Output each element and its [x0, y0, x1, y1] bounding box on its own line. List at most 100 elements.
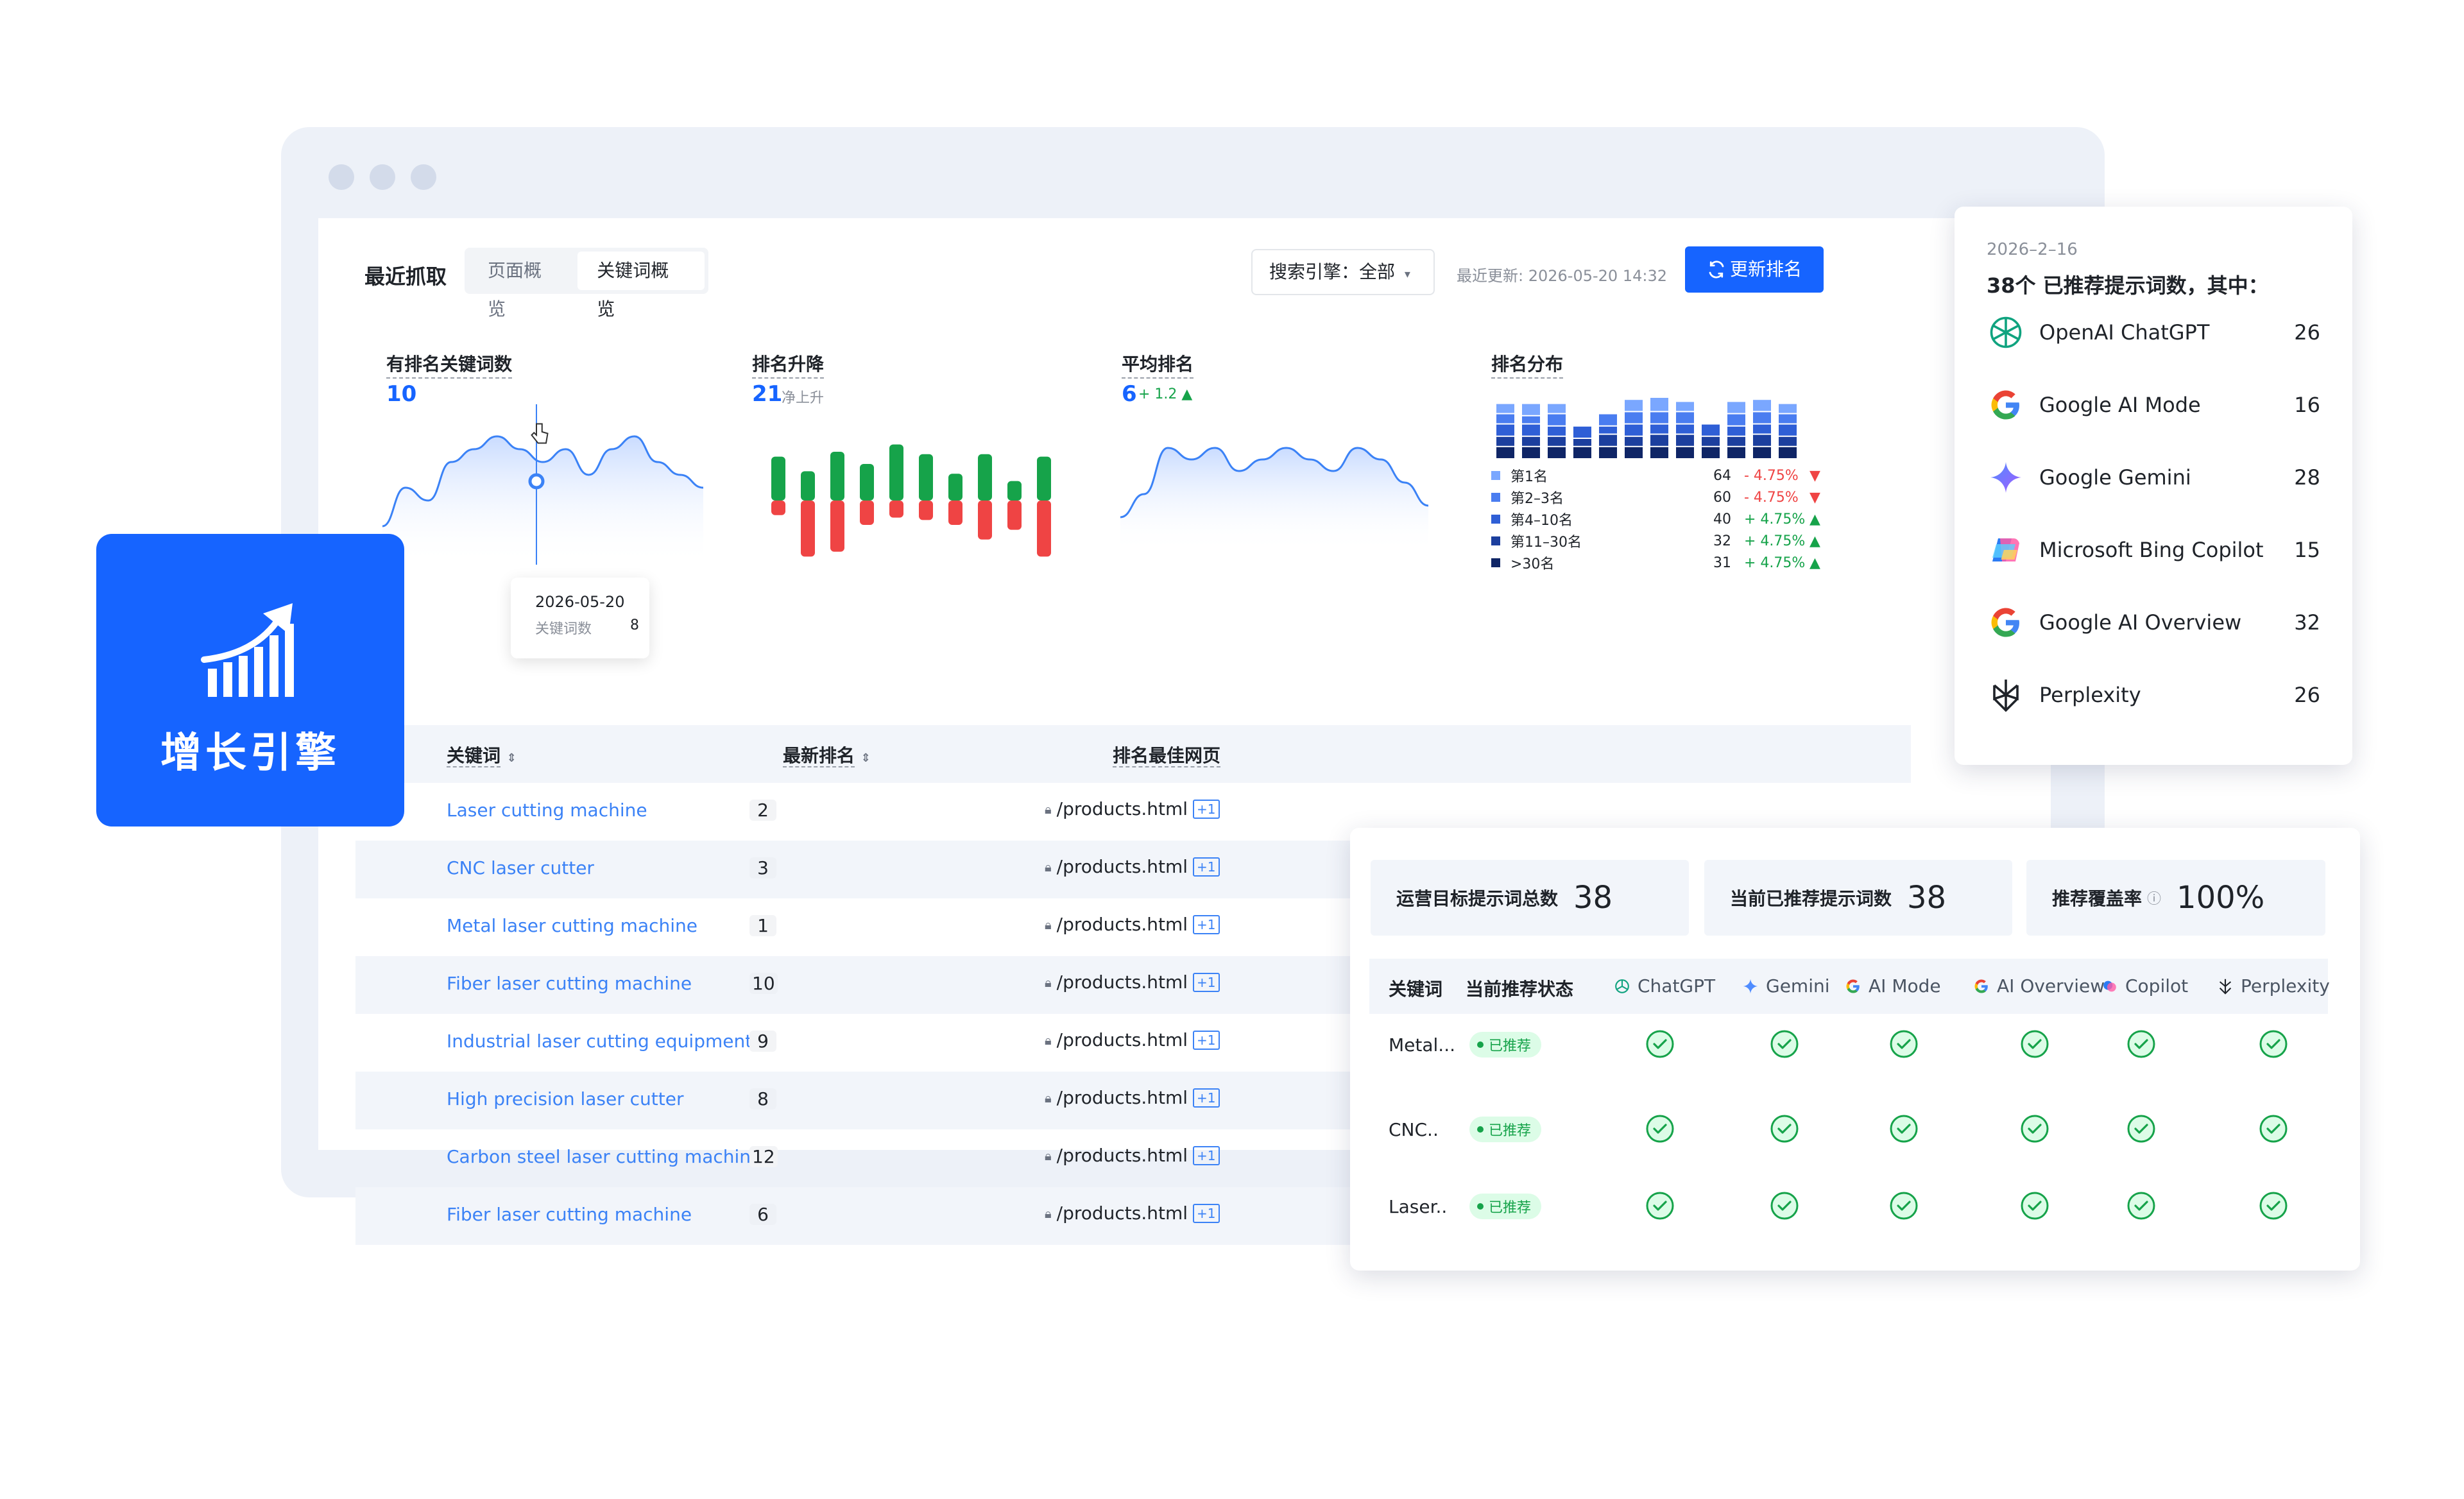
table-row[interactable]: Laser cutting machine 2 🔒︎/products.html +1: [355, 783, 1911, 841]
col-keyword[interactable]: 关键词 ⇕: [447, 742, 517, 767]
distribution-chart: [1496, 398, 1797, 458]
col-latest-rank[interactable]: 最新排名 ⇕: [783, 742, 871, 767]
keyword-link[interactable]: Carbon steel laser cutting machine: [447, 1146, 762, 1167]
rank-down-bar: [889, 501, 903, 518]
more-pages-badge[interactable]: +1: [1193, 799, 1220, 819]
triangle-down-icon: ▼: [1810, 489, 1820, 506]
avg-rank-chart: [1120, 447, 1428, 552]
coverage-col-header: 关键词: [1389, 975, 1442, 1001]
info-icon[interactable]: ⓘ: [2147, 891, 2162, 907]
page-url: /products.html: [1056, 914, 1188, 935]
rank-number: 10: [749, 973, 778, 994]
page-url: /products.html: [1056, 1029, 1188, 1050]
distribution-segment: [1625, 447, 1643, 458]
rank-value: 2: [749, 800, 776, 821]
chatgpt-icon: [1987, 313, 2025, 352]
coverage-col-label: 关键词: [1389, 979, 1443, 1000]
table-row[interactable]: Industrial laser cutting equipment 9 🔒︎/pr…: [355, 1014, 1911, 1072]
keyword-link[interactable]: Industrial laser cutting equipment: [447, 1031, 753, 1052]
stat-coverage-rate: 推荐覆盖率 ⓘ 100%: [2026, 860, 2325, 936]
keyword-link[interactable]: Fiber laser cutting machine: [447, 973, 692, 994]
engine-row[interactable]: Google Gemini 28: [1987, 458, 2320, 497]
distribution-segment: [1522, 447, 1540, 458]
refresh-rank-button[interactable]: 更新排名: [1685, 246, 1824, 293]
engine-count: 28: [2294, 465, 2320, 490]
best-page[interactable]: 🔒︎/products.html +1: [1045, 972, 1220, 993]
keyword-link[interactable]: CNC laser cutter: [447, 857, 594, 878]
rank-up-bar: [860, 464, 874, 501]
distribution-segment: [1573, 439, 1591, 446]
coverage-keyword[interactable]: CNC..: [1389, 1119, 1439, 1140]
lock-icon: 🔒︎: [1045, 916, 1052, 932]
rank-up-bar: [801, 471, 815, 501]
distribution-segment: [1625, 424, 1643, 436]
col-best-page: 排名最佳网页: [1113, 742, 1221, 767]
keyword-link[interactable]: High precision laser cutter: [447, 1088, 684, 1109]
lock-icon: 🔒︎: [1045, 1205, 1052, 1221]
coverage-col-header: Gemini: [1741, 975, 1830, 997]
engine-name: Google AI Mode: [2039, 393, 2201, 417]
engine-row[interactable]: Microsoft Bing Copilot 15: [1987, 531, 2320, 569]
coverage-keyword[interactable]: Metal...: [1389, 1034, 1456, 1056]
table-row[interactable]: Metal laser cutting machine 1 🔒︎/products.…: [355, 898, 1911, 956]
best-page[interactable]: 🔒︎/products.html +1: [1045, 1203, 1220, 1224]
keyword-link[interactable]: Metal laser cutting machine: [447, 915, 697, 936]
kpi-distribution-title: 排名分布: [1491, 350, 1564, 379]
more-pages-badge[interactable]: +1: [1193, 1088, 1220, 1108]
engine-count: 32: [2294, 610, 2320, 635]
col-best-page-label: 排名最佳网页: [1113, 745, 1221, 767]
rank-change-chart: [771, 444, 1051, 557]
tab-keyword-overview[interactable]: 关键词概览: [578, 252, 705, 320]
best-page[interactable]: 🔒︎/products.html +1: [1045, 1029, 1220, 1050]
check-circle-icon: [2020, 1191, 2049, 1223]
more-pages-badge[interactable]: +1: [1193, 1030, 1220, 1050]
perplexity-icon: [2216, 977, 2234, 995]
window-dot[interactable]: [329, 164, 354, 190]
tooltip-label: 关键词数: [535, 621, 592, 637]
distribution-segment: [1496, 404, 1514, 413]
window-dot[interactable]: [411, 164, 436, 190]
engine-count: 15: [2294, 538, 2320, 562]
distribution-segment: [1676, 434, 1694, 446]
engine-count: 16: [2294, 393, 2320, 417]
engine-row[interactable]: Google AI Overview 32: [1987, 603, 2320, 642]
window-dot[interactable]: [370, 164, 395, 190]
legend-count: 60: [1713, 489, 1731, 506]
tab-page-overview[interactable]: 页面概览: [488, 260, 542, 320]
growth-engine-card[interactable]: 增长引擎: [96, 534, 404, 827]
legend-delta: + 4.75%: [1744, 554, 1806, 571]
more-pages-badge[interactable]: +1: [1193, 1203, 1220, 1223]
distribution-segment: [1650, 447, 1668, 458]
legend-delta: - 4.75%: [1744, 467, 1799, 484]
more-pages-badge[interactable]: +1: [1193, 1145, 1220, 1165]
search-engine-select[interactable]: 搜索引擎：全部 ▾: [1251, 249, 1435, 295]
best-page[interactable]: 🔒︎/products.html +1: [1045, 798, 1220, 819]
table-row[interactable]: Carbon steel laser cutting machine 12 🔒︎/p…: [355, 1129, 1911, 1187]
engine-row[interactable]: Google AI Mode 16: [1987, 386, 2320, 424]
sort-icon[interactable]: ⇕: [506, 751, 517, 765]
rank-number: 9: [749, 1031, 776, 1052]
engine-row[interactable]: Perplexity 26: [1987, 676, 2320, 714]
best-page[interactable]: 🔒︎/products.html +1: [1045, 1145, 1220, 1166]
sort-icon[interactable]: ⇕: [860, 751, 871, 765]
engine-row[interactable]: OpenAI ChatGPT 26: [1987, 313, 2320, 352]
distribution-segment: [1676, 447, 1694, 458]
hover-point[interactable]: [528, 473, 545, 490]
ranked-keywords-chart: [382, 404, 703, 565]
more-pages-badge[interactable]: +1: [1193, 972, 1220, 992]
distribution-segment: [1573, 447, 1591, 458]
more-pages-badge[interactable]: +1: [1193, 914, 1220, 934]
coverage-keyword[interactable]: Laser..: [1389, 1196, 1448, 1217]
legend-swatch: [1491, 536, 1500, 545]
best-page[interactable]: 🔒︎/products.html +1: [1045, 856, 1220, 877]
best-page[interactable]: 🔒︎/products.html +1: [1045, 1087, 1220, 1108]
more-pages-badge[interactable]: +1: [1193, 857, 1220, 877]
status-text: 已推荐: [1489, 1200, 1532, 1216]
lock-icon: 🔒︎: [1045, 1090, 1052, 1106]
best-page[interactable]: 🔒︎/products.html +1: [1045, 914, 1220, 935]
keyword-link[interactable]: Laser cutting machine: [447, 800, 647, 821]
perplexity-icon: [1987, 676, 2025, 714]
rank-down-bar: [948, 501, 963, 525]
ranked-keywords-line: [382, 435, 703, 527]
keyword-link[interactable]: Fiber laser cutting machine: [447, 1204, 692, 1225]
